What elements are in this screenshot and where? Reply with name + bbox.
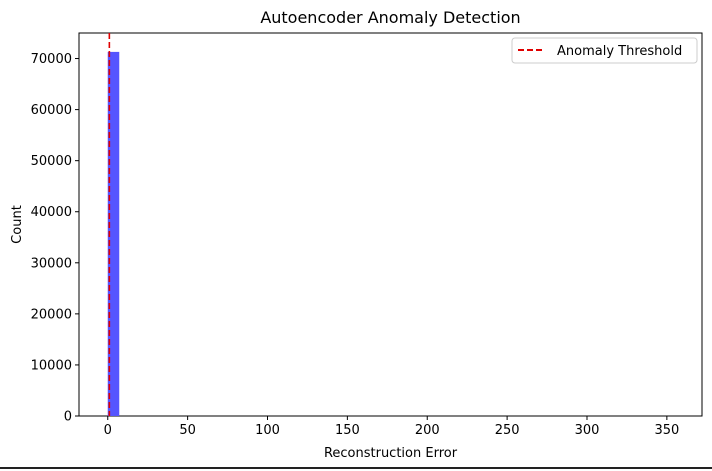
x-tick-label: 300: [575, 423, 600, 438]
x-axis-label: Reconstruction Error: [324, 446, 458, 461]
x-axis-ticks: 0 50 100 150 200 250 300 350: [104, 416, 679, 438]
x-tick-label: 0: [104, 423, 112, 438]
y-tick-label: 60000: [31, 103, 72, 118]
histogram-bars: [107, 51, 120, 417]
legend-threshold-label: Anomaly Threshold: [557, 44, 682, 59]
plot-area-frame: [78, 32, 703, 417]
x-tick-label: 150: [335, 423, 360, 438]
y-tick-label: 40000: [31, 205, 72, 220]
legend-box: [511, 37, 698, 64]
histogram-bar-0: [107, 51, 120, 417]
y-axis-ticks: 0 10000 20000 30000 40000 50000 60000 70000: [31, 52, 79, 425]
x-tick-label: 350: [654, 423, 679, 438]
y-tick-label: 70000: [31, 52, 72, 67]
y-axis-label: Count: [10, 205, 25, 244]
chart-legend: Anomaly Threshold: [511, 37, 698, 64]
y-tick-label: 20000: [31, 307, 72, 322]
x-tick-label: 250: [495, 423, 520, 438]
x-tick-label: 50: [179, 423, 196, 438]
y-tick-label: 0: [64, 410, 72, 425]
y-tick-label: 50000: [31, 154, 72, 169]
chart-title: Autoencoder Anomaly Detection: [260, 8, 520, 27]
x-tick-label: 100: [255, 423, 280, 438]
x-tick-label: 200: [415, 423, 440, 438]
y-tick-label: 10000: [31, 358, 72, 373]
y-tick-label: 30000: [31, 256, 72, 271]
bottom-divider: [0, 467, 712, 469]
